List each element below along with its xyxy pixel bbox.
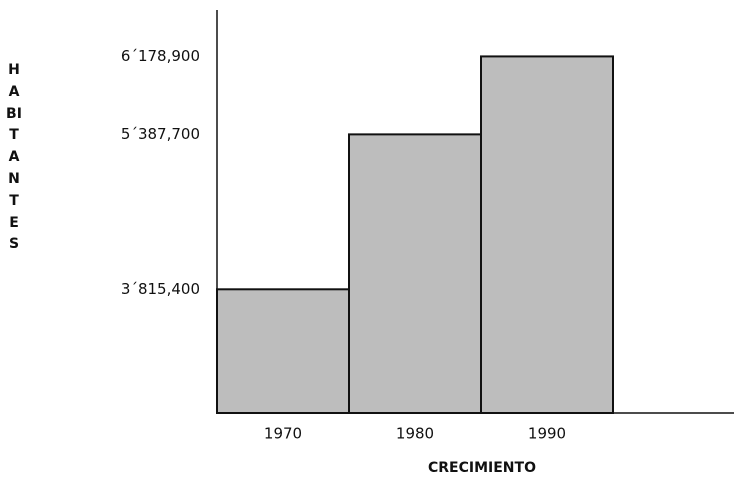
x-tick-label: 1980: [396, 425, 434, 443]
bar: [348, 133, 482, 415]
x-tick-label: 1970: [264, 425, 302, 443]
y-axis-label: HABITANTES: [6, 62, 22, 253]
x-tick-label: 1990: [528, 425, 566, 443]
x-axis-label: CRECIMIENTO: [428, 460, 536, 476]
y-tick-label: 6´178,900: [121, 47, 200, 65]
y-tick-label: 5´387,700: [121, 125, 200, 143]
bar: [480, 55, 614, 414]
y-tick-label: 3´815,400: [121, 280, 200, 298]
bar: [216, 288, 350, 414]
